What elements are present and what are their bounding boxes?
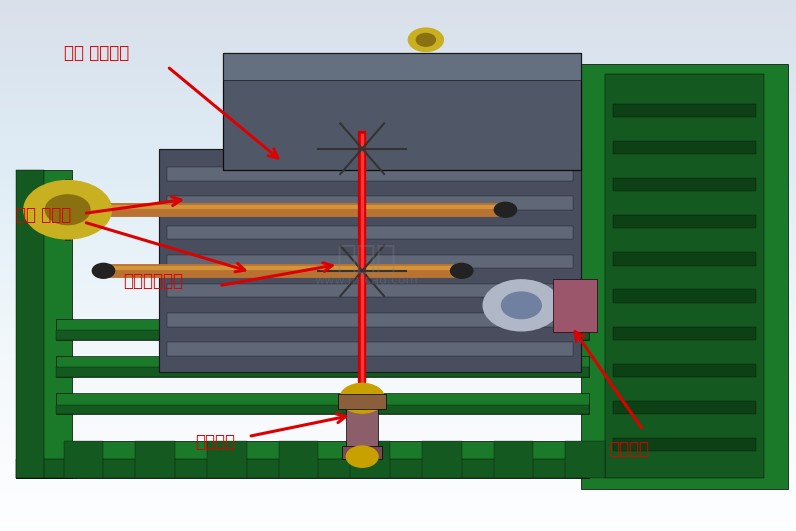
Text: 液压马达: 液压马达	[195, 433, 235, 451]
Text: www.mfcad.com: www.mfcad.com	[314, 274, 418, 287]
Circle shape	[483, 280, 560, 331]
Circle shape	[45, 195, 90, 225]
Bar	[613, 104, 756, 117]
Circle shape	[57, 202, 79, 217]
Bar	[223, 53, 581, 170]
Bar	[167, 255, 573, 268]
Bar	[159, 149, 581, 372]
Bar	[346, 406, 378, 454]
Bar	[613, 178, 756, 191]
Circle shape	[24, 181, 111, 239]
Circle shape	[416, 33, 435, 46]
Circle shape	[92, 263, 115, 278]
Bar	[581, 64, 788, 489]
Text: 上刀 切割叶子: 上刀 切割叶子	[64, 44, 129, 62]
Bar	[56, 405, 589, 414]
Bar	[613, 438, 756, 451]
Text: 液压马达: 液压马达	[609, 440, 649, 458]
Bar	[350, 441, 390, 478]
Bar	[494, 441, 533, 478]
Bar	[64, 441, 103, 478]
Text: 沐风网: 沐风网	[336, 241, 396, 274]
Text: 下刀，切割根: 下刀，切割根	[123, 272, 183, 290]
Bar	[613, 252, 756, 266]
Bar	[56, 330, 589, 340]
Bar	[565, 441, 605, 478]
Bar	[613, 141, 756, 154]
Circle shape	[346, 446, 378, 467]
Circle shape	[340, 383, 384, 413]
Bar	[553, 279, 597, 332]
Bar	[279, 441, 318, 478]
Bar	[223, 53, 581, 80]
Bar	[16, 170, 72, 478]
Bar	[167, 167, 573, 181]
Bar	[56, 367, 589, 377]
Bar	[16, 441, 589, 478]
Bar	[342, 446, 382, 459]
Bar	[613, 364, 756, 377]
Bar	[16, 459, 589, 478]
Bar	[16, 170, 44, 478]
Bar	[605, 74, 764, 478]
Bar	[56, 319, 589, 340]
Bar	[56, 393, 589, 414]
Circle shape	[501, 292, 541, 319]
Circle shape	[451, 263, 473, 278]
Bar	[422, 441, 462, 478]
Bar	[613, 327, 756, 340]
Bar	[613, 215, 756, 228]
Bar	[159, 149, 581, 372]
Bar	[613, 289, 756, 303]
Circle shape	[494, 202, 517, 217]
Bar	[167, 284, 573, 297]
Bar	[56, 356, 589, 377]
Bar	[613, 401, 756, 414]
Bar	[167, 196, 573, 210]
Bar	[167, 342, 573, 356]
Bar	[207, 441, 247, 478]
Bar	[167, 313, 573, 327]
Text: 中刀 精修根: 中刀 精修根	[16, 206, 71, 224]
Bar	[135, 441, 175, 478]
Circle shape	[408, 28, 443, 52]
Bar	[223, 53, 581, 170]
Bar	[167, 226, 573, 239]
Bar	[553, 279, 597, 332]
Bar	[338, 394, 386, 409]
